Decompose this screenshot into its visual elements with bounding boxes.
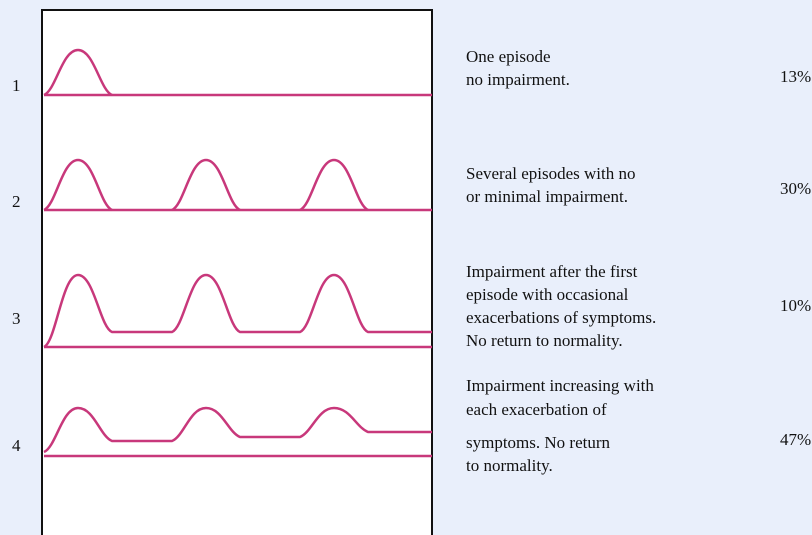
row-number: 1 xyxy=(12,76,21,95)
percent: 10% xyxy=(780,296,811,315)
panel xyxy=(41,9,433,535)
row-number: 3 xyxy=(12,309,21,328)
description-line: no impairment. xyxy=(466,70,570,89)
row-number: 2 xyxy=(12,192,21,211)
percent: 30% xyxy=(780,179,811,198)
course-curve xyxy=(43,406,432,454)
course-curve xyxy=(43,158,369,212)
description-line: Impairment increasing with xyxy=(466,376,654,395)
description-line: symptoms. No return xyxy=(466,433,611,452)
description-line: each exacerbation of xyxy=(466,400,607,419)
course-curve xyxy=(43,273,432,349)
description-line: to normality. xyxy=(466,456,553,475)
description-line: Several episodes with no xyxy=(466,164,636,183)
course-curve xyxy=(43,48,113,97)
description-line: episode with occasional xyxy=(466,285,629,304)
description-line: One episode xyxy=(466,47,551,66)
description-line: exacerbations of symptoms. xyxy=(466,308,656,327)
description-line: or minimal impairment. xyxy=(466,187,628,206)
description-line: Impairment after the first xyxy=(466,262,638,281)
description-line: No return to normality. xyxy=(466,331,623,350)
row-number: 4 xyxy=(12,436,21,455)
percent: 13% xyxy=(780,67,811,86)
percent: 47% xyxy=(780,430,811,449)
